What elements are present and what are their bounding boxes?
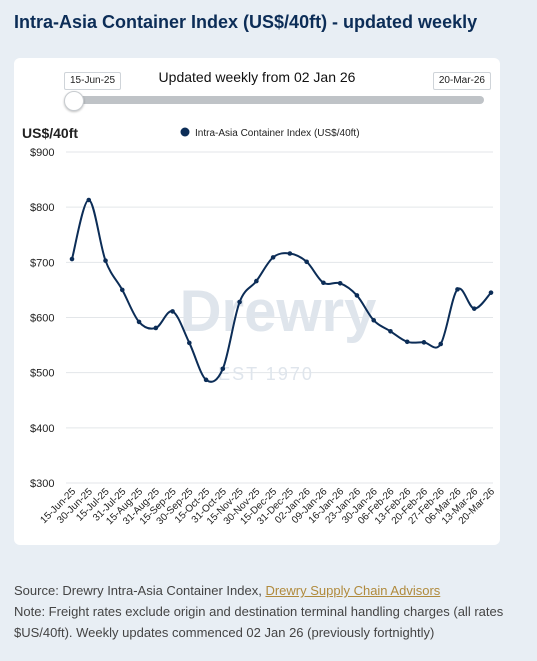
data-point[interactable] [287,251,293,256]
data-point[interactable] [337,280,343,286]
legend-label: Intra-Asia Container Index (US$/40ft) [195,128,360,139]
date-range-slider-track[interactable] [66,96,484,104]
data-point[interactable] [270,255,276,260]
y-tick-label: $600 [30,313,54,325]
slider-start-date: 15-Jun-25 [64,72,122,90]
data-point[interactable] [404,339,410,345]
y-tick-label: $800 [30,202,54,214]
legend-marker [180,127,190,137]
watermark-brand: Drewry [180,279,377,344]
data-point[interactable] [455,287,460,292]
chart-card: 15-Jun-25 Updated weekly from 02 Jan 26 … [14,58,500,545]
y-tick-label: $500 [30,368,54,380]
data-point[interactable] [119,287,125,293]
data-point[interactable] [371,317,376,323]
data-point[interactable] [187,340,192,346]
y-tick-label: $400 [30,423,54,435]
watermark-est: EST 1970 [218,364,314,384]
data-point[interactable] [488,290,494,295]
data-point[interactable] [136,319,142,325]
date-range-slider-handle[interactable] [64,91,84,111]
source-text: Source: Drewry Intra-Asia Container Inde… [14,583,266,598]
y-axis-label: US$/40ft [22,125,78,141]
data-point[interactable] [321,280,326,286]
slider-end-date: 20-Mar-26 [432,72,491,90]
line-chart: Drewry EST 1970 US$/40ft Intra-Asia Cont… [22,125,497,527]
data-point[interactable] [254,278,259,284]
data-point[interactable] [69,256,75,262]
data-point[interactable] [237,299,242,305]
source-line: Source: Drewry Intra-Asia Container Inde… [14,580,524,601]
legend[interactable]: Intra-Asia Container Index (US$/40ft) [180,127,360,140]
y-tick-label: $300 [30,478,54,490]
data-point[interactable] [153,325,159,331]
data-point[interactable] [421,340,427,345]
y-tick-label: $700 [30,257,54,269]
data-point[interactable] [103,258,108,263]
data-point[interactable] [304,259,309,265]
source-link[interactable]: Drewry Supply Chain Advisors [265,583,441,598]
footer: Source: Drewry Intra-Asia Container Inde… [14,580,524,643]
data-point[interactable] [354,293,360,298]
note-text: Note: Freight rates exclude origin and d… [14,604,504,640]
drewry-watermark: Drewry EST 1970 [180,279,377,384]
page-title: Intra-Asia Container Index (US$/40ft) - … [14,12,478,32]
data-point[interactable] [220,366,226,372]
data-point[interactable] [388,328,393,334]
data-point[interactable] [203,377,209,383]
data-point[interactable] [86,197,92,203]
data-point[interactable] [471,306,477,311]
data-point[interactable] [438,341,444,347]
slider-caption: Updated weekly from 02 Jan 26 [158,69,356,85]
y-tick-label: $900 [30,147,54,159]
data-point[interactable] [170,309,175,314]
